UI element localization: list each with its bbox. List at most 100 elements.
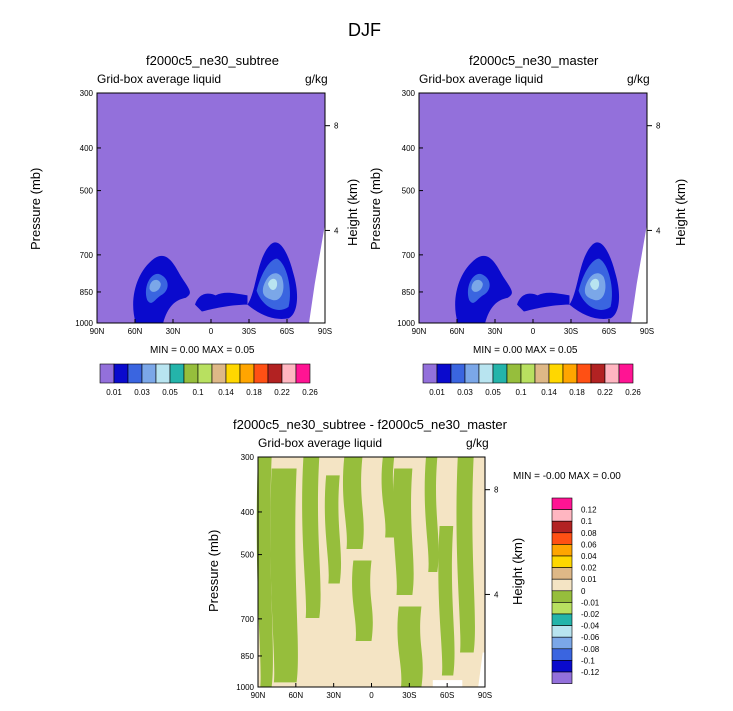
colorbar-swatch <box>211 363 227 384</box>
y-right-tick-label: 8 <box>656 122 661 131</box>
contour-negative-region <box>424 457 439 572</box>
y-tick-label: 850 <box>80 288 94 297</box>
contour-negative-region <box>256 457 273 687</box>
colorbar-swatch <box>551 532 573 545</box>
colorbar-swatch <box>551 648 573 661</box>
x-tick-label: 0 <box>531 327 536 336</box>
colorbar-swatch <box>155 363 171 384</box>
colorbar-label: 0.1 <box>192 388 204 397</box>
colorbar-swatch <box>169 363 185 384</box>
colorbar-swatch <box>551 602 573 615</box>
y-right-tick-label: 4 <box>494 590 499 599</box>
x-tick-label: 30N <box>488 327 503 336</box>
colorbar-swatch <box>239 363 255 384</box>
units-label: g/kg <box>305 72 328 86</box>
colorbar-swatch <box>551 567 573 580</box>
x-tick-label: 30S <box>402 691 416 700</box>
colorbar-label: 0.18 <box>569 388 585 397</box>
y-tick-label: 300 <box>402 89 416 98</box>
colorbar-swatch <box>551 520 573 534</box>
colorbar-swatch <box>618 363 634 384</box>
colorbar-label: -0.08 <box>581 645 600 654</box>
panel-title: f2000c5_ne30_subtree <box>146 53 280 68</box>
colorbar-swatch <box>464 363 480 384</box>
colorbar-swatch <box>113 363 129 384</box>
colorbar-swatch <box>551 660 573 673</box>
colorbar-swatch <box>99 363 115 384</box>
colorbar-swatch <box>127 363 143 384</box>
contour-0.03-left <box>471 279 483 292</box>
contour-negative-region <box>397 606 423 687</box>
colorbar-label: 0.22 <box>597 388 613 397</box>
x-tick-label: 30N <box>166 327 181 336</box>
colorbar-swatch <box>422 363 438 384</box>
contour-negative-region <box>342 457 364 549</box>
colorbar-label: -0.01 <box>581 598 600 607</box>
colorbar-swatch <box>436 363 452 384</box>
colorbar-swatch <box>253 363 269 384</box>
colorbar-swatch <box>551 636 573 650</box>
y-tick-label: 700 <box>80 251 94 260</box>
colorbar-label: 0.18 <box>246 388 262 397</box>
colorbar-swatch <box>551 578 573 592</box>
x-tick-label: 60N <box>288 691 303 700</box>
colorbar-swatch <box>267 363 283 384</box>
x-tick-label: 90S <box>640 327 654 336</box>
units-label: g/kg <box>466 436 489 450</box>
missing-data-region <box>631 224 647 323</box>
missing-data-region <box>309 224 325 323</box>
figure-title: DJF <box>348 20 381 40</box>
colorbar-label: 0 <box>581 587 586 596</box>
y-tick-label: 500 <box>241 551 255 560</box>
colorbar-label: 0.01 <box>106 388 122 397</box>
left-label: Grid-box average liquid <box>419 72 544 86</box>
contour-negative-region <box>324 475 342 584</box>
colorbar-swatch <box>548 363 564 384</box>
colorbar-label: 0.06 <box>581 540 597 549</box>
y-tick-label: 850 <box>241 652 255 661</box>
colorbar-label: 0.05 <box>162 388 178 397</box>
colorbar-swatch <box>225 363 241 384</box>
colorbar-swatch <box>506 363 522 384</box>
x-tick-label: 60S <box>280 327 294 336</box>
colorbar-swatch <box>590 363 606 384</box>
x-tick-label: 60N <box>450 327 465 336</box>
x-tick-label: 90S <box>318 327 332 336</box>
contour-negative-region <box>438 526 455 676</box>
colorbar-swatch <box>534 363 550 384</box>
colorbar-swatch <box>492 363 508 384</box>
colorbar-swatch <box>551 509 573 522</box>
x-tick-label: 30S <box>242 327 256 336</box>
contour-0.04-right <box>590 278 600 290</box>
colorbar-swatch <box>562 363 578 384</box>
min-max-text: MIN = -0.00 MAX = 0.00 <box>513 471 621 482</box>
min-max-text: MIN = 0.00 MAX = 0.05 <box>473 345 578 356</box>
colorbar-swatch <box>450 363 466 384</box>
x-tick-label: 60S <box>440 691 454 700</box>
x-tick-label: 60N <box>128 327 143 336</box>
colorbar-label: 0.04 <box>581 552 597 561</box>
colorbar-label: 0.14 <box>541 388 557 397</box>
x-tick-label: 90N <box>251 691 266 700</box>
colorbar-swatch <box>197 363 213 384</box>
colorbar-label: 0.02 <box>581 564 597 573</box>
contour-negative-region <box>352 560 373 641</box>
x-tick-label: 30N <box>326 691 341 700</box>
contour-0.01-middle <box>195 292 248 312</box>
colorbar-label: -0.06 <box>581 633 600 642</box>
colorbar-label: 0.08 <box>581 529 597 538</box>
units-label: g/kg <box>627 72 650 86</box>
y-tick-label: 400 <box>241 508 255 517</box>
colorbar-swatch <box>183 363 199 384</box>
colorbar-swatch <box>295 363 311 384</box>
y-tick-label: 300 <box>80 89 94 98</box>
colorbar-label: 0.26 <box>302 388 318 397</box>
colorbar-swatch <box>141 363 157 384</box>
panel-title: f2000c5_ne30_subtree - f2000c5_ne30_mast… <box>233 417 507 432</box>
contour-negative-region <box>456 457 475 653</box>
colorbar-label: 0.03 <box>457 388 473 397</box>
y-tick-label: 700 <box>402 251 416 260</box>
colorbar-label: 0.26 <box>625 388 641 397</box>
